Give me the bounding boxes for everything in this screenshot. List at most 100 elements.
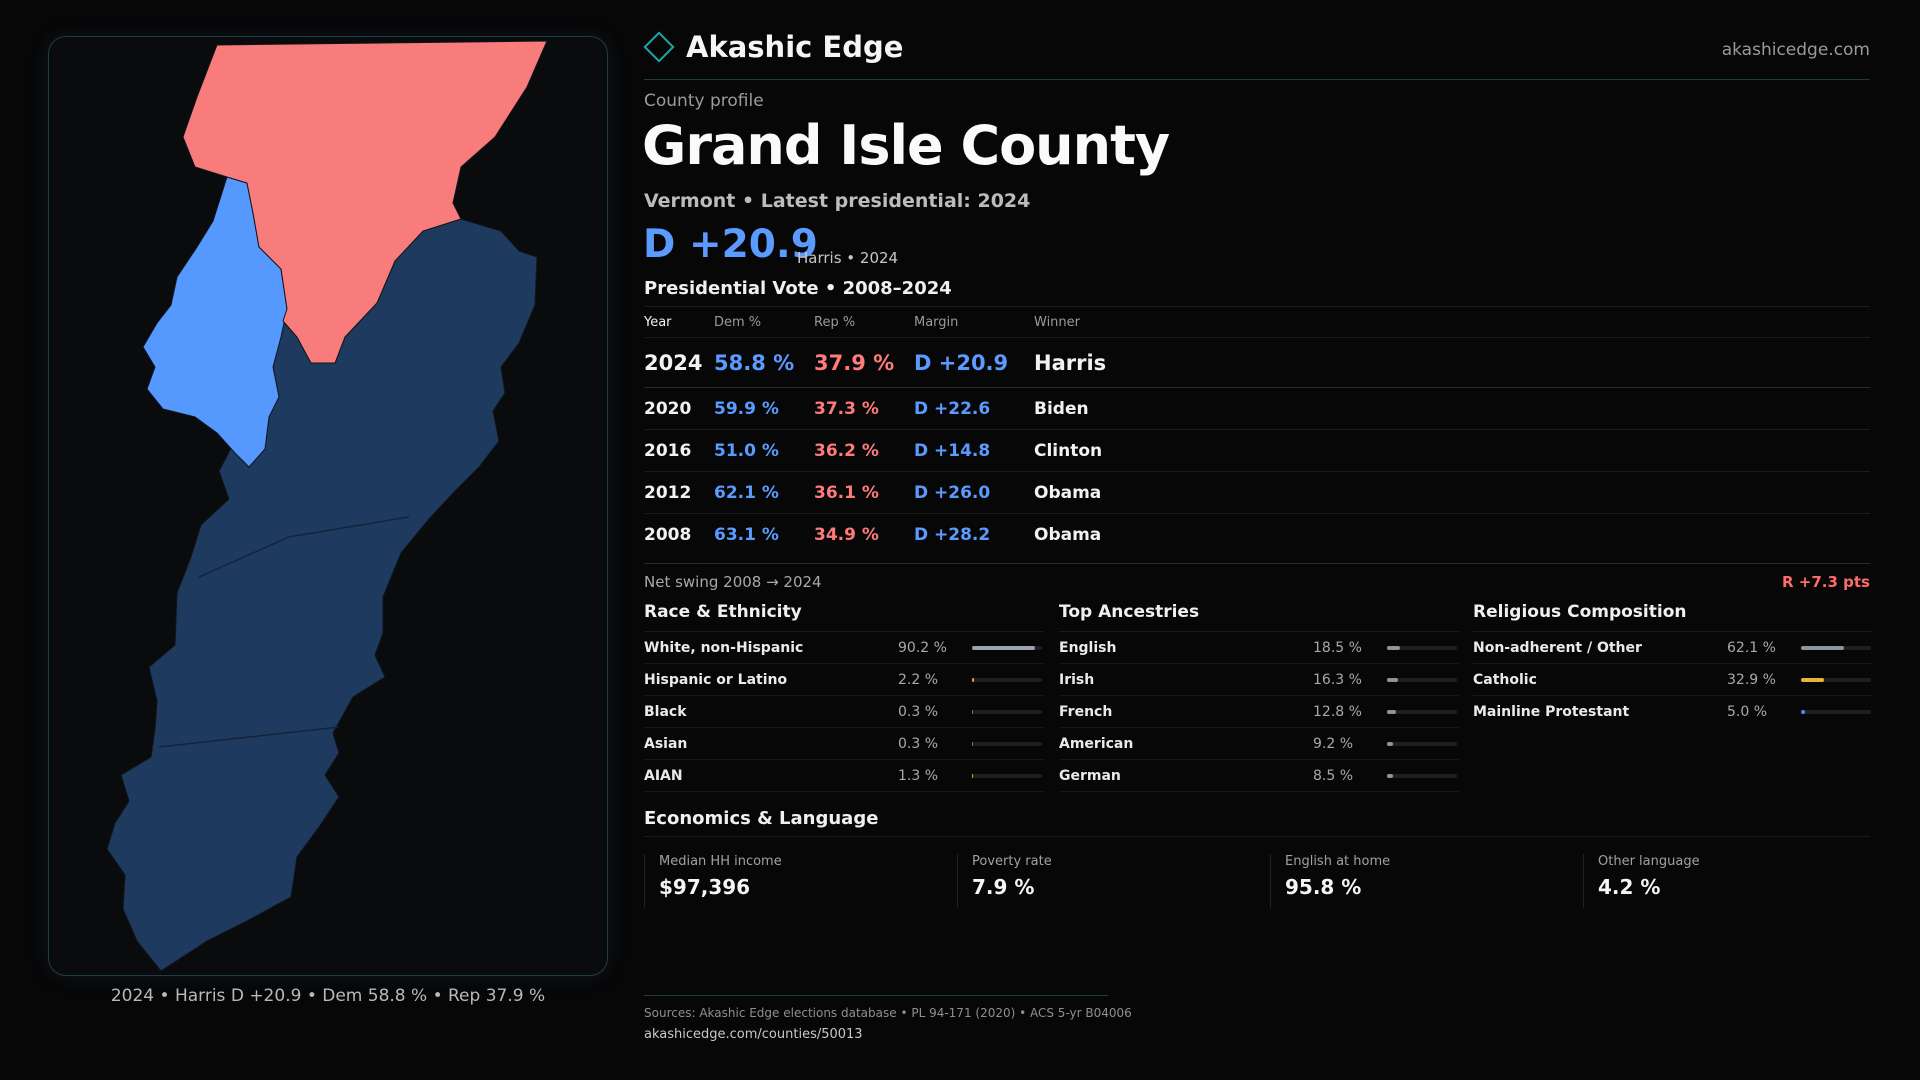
cell-rep: 34.9 % (814, 525, 879, 545)
table-divider (644, 563, 1870, 564)
footer-sources: Sources: Akashic Edge elections database… (644, 1006, 1132, 1020)
list-item: Catholic 32.9 % (1473, 664, 1873, 696)
brand[interactable]: Akashic Edge (642, 30, 903, 64)
stat-value: 4.2 % (1598, 875, 1661, 899)
stat-value: 95.8 % (1285, 875, 1362, 899)
cell-rep: 36.1 % (814, 482, 879, 503)
bar-track (1387, 709, 1457, 714)
col-rep: Rep % (814, 314, 856, 330)
cell-rep: 36.2 % (814, 440, 879, 461)
item-label: Mainline Protestant (1473, 704, 1630, 720)
item-value: 9.2 % (1313, 735, 1354, 752)
bar-track (1387, 645, 1457, 650)
list-item: White, non-Hispanic 90.2 % (644, 632, 1044, 664)
vote-table: Year Dem % Rep % Margin Winner 2024 58.8… (644, 306, 1870, 556)
item-label: White, non-Hispanic (644, 639, 804, 656)
table-row[interactable]: 2024 58.8 % 37.9 % D +20.9 Harris (644, 338, 1870, 388)
bar-fill (1387, 709, 1396, 714)
item-value: 1.3 % (898, 767, 939, 784)
list-item: Mainline Protestant 5.0 % (1473, 696, 1873, 728)
item-label: Catholic (1473, 671, 1537, 688)
list-item: French 12.8 % (1059, 696, 1459, 728)
item-value: 2.2 % (898, 671, 939, 688)
bar-track (1801, 710, 1871, 714)
race-ethnicity-panel: Race & Ethnicity White, non-Hispanic 90.… (644, 602, 1044, 792)
table-row[interactable]: 2020 59.9 % 37.3 % D +22.6 Biden (644, 388, 1870, 430)
item-label: German (1059, 767, 1121, 784)
stat-card: Poverty rate 7.9 % (957, 854, 1257, 908)
site-url-link[interactable]: akashicedge.com (1721, 40, 1870, 60)
vote-section-title: Presidential Vote • 2008–2024 (644, 278, 952, 299)
item-value: 8.5 % (1313, 767, 1354, 784)
list-item: German 8.5 % (1059, 760, 1459, 792)
bar-track (1801, 677, 1871, 682)
col-winner: Winner (1034, 314, 1081, 330)
item-value: 62.1 % (1727, 639, 1776, 656)
cell-winner: Biden (1034, 398, 1089, 419)
item-label: Non-adherent / Other (1473, 639, 1642, 656)
stat-label: Median HH income (659, 854, 782, 869)
cell-dem: 63.1 % (714, 525, 779, 545)
item-label: French (1059, 703, 1113, 720)
religion-title: Religious Composition (1473, 602, 1873, 632)
table-row[interactable]: 2016 51.0 % 36.2 % D +14.8 Clinton (644, 430, 1870, 472)
cell-year: 2008 (644, 525, 692, 545)
cell-rep: 37.9 % (814, 350, 895, 375)
stat-label: English at home (1285, 854, 1391, 869)
list-item: English 18.5 % (1059, 632, 1459, 664)
bar-fill (972, 709, 974, 714)
latest-margin: D +20.9 (643, 222, 818, 267)
item-label: AIAN (644, 767, 683, 784)
list-item: Non-adherent / Other 62.1 % (1473, 632, 1873, 664)
economics-divider (644, 836, 1870, 837)
stat-value: 7.9 % (972, 875, 1035, 899)
item-value: 5.0 % (1727, 704, 1768, 720)
list-item: American 9.2 % (1059, 728, 1459, 760)
item-label: American (1059, 735, 1134, 752)
cell-margin: D +22.6 (914, 398, 991, 419)
map-caption: 2024 • Harris D +20.9 • Dem 58.8 % • Rep… (110, 986, 546, 1006)
bar-track (1387, 773, 1457, 778)
bar-fill (1387, 741, 1394, 746)
list-item: Asian 0.3 % (644, 728, 1044, 760)
county-map[interactable] (49, 37, 608, 976)
item-label: Asian (644, 735, 688, 752)
table-row[interactable]: 2012 62.1 % 36.1 % D +26.0 Obama (644, 472, 1870, 514)
bar-track (972, 677, 1042, 682)
bar-track (972, 645, 1042, 650)
profile-eyebrow: County profile (644, 91, 764, 111)
map-town-north[interactable] (182, 40, 548, 364)
bar-fill (1387, 677, 1399, 682)
item-label: Irish (1059, 671, 1095, 688)
cell-year: 2020 (644, 398, 692, 419)
bar-fill (972, 773, 974, 778)
col-dem: Dem % (714, 314, 762, 330)
bar-track (972, 741, 1042, 746)
table-row[interactable]: 2008 63.1 % 34.9 % D +28.2 Obama (644, 514, 1870, 556)
economics-title: Economics & Language (644, 808, 879, 829)
footer-url-link[interactable]: akashicedge.com/counties/50013 (644, 1027, 863, 1042)
col-margin: Margin (914, 314, 959, 330)
county-map-panel (48, 36, 608, 976)
race-title: Race & Ethnicity (644, 602, 1044, 632)
header-divider (644, 79, 1870, 80)
cell-margin: D +20.9 (914, 350, 1009, 375)
stat-value: $97,396 (659, 875, 751, 899)
bar-fill (1801, 677, 1825, 682)
list-item: Black 0.3 % (644, 696, 1044, 728)
swing-value: R +7.3 pts (1782, 573, 1870, 591)
latest-margin-note: Harris • 2024 (797, 249, 899, 267)
item-value: 16.3 % (1313, 671, 1362, 688)
stat-label: Other language (1598, 854, 1700, 869)
item-value: 12.8 % (1313, 703, 1362, 720)
cell-dem: 62.1 % (714, 482, 779, 503)
religion-panel: Religious Composition Non-adherent / Oth… (1473, 602, 1873, 728)
vote-table-header: Year Dem % Rep % Margin Winner (644, 306, 1870, 338)
cell-winner: Harris (1034, 350, 1107, 375)
bar-track (1801, 645, 1871, 650)
cell-rep: 37.3 % (814, 398, 879, 419)
item-value: 0.3 % (898, 703, 939, 720)
item-value: 32.9 % (1727, 671, 1776, 688)
list-item: AIAN 1.3 % (644, 760, 1044, 792)
brand-name: Akashic Edge (686, 30, 904, 64)
